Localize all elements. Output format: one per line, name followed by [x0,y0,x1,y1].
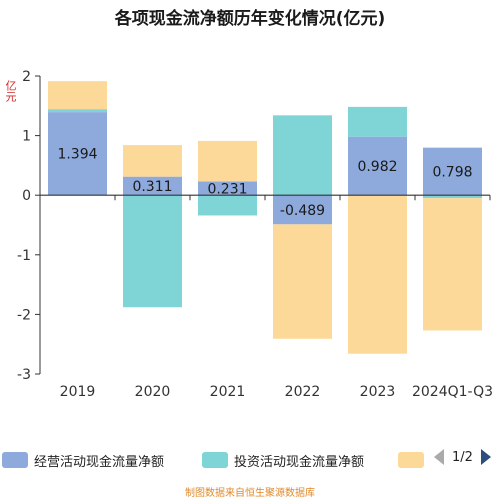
bar-segment-series-1 [123,195,182,308]
bar-segment-series-2 [348,195,407,354]
data-label: 0.982 [357,159,397,175]
legend-page-indicator: 1/2 [452,449,473,465]
legend-prev-icon[interactable] [434,449,444,465]
bar-segment-series-1 [348,106,407,137]
bar-segment-series-1 [273,115,332,196]
legend-swatch-third [398,452,424,468]
legend-item-third[interactable] [398,447,430,473]
x-category-label: 2019 [60,384,96,400]
x-category-label: 2024Q1-Q3 [412,384,493,400]
y-tick-label: 0 [22,188,31,204]
bar-segment-series-2 [273,224,332,339]
legend-item-investing[interactable]: 投资活动现金流量净额 [202,447,364,473]
y-tick-label: -2 [17,307,31,323]
bar-segment-series-0 [123,176,182,196]
y-axis-unit: 亿元 [4,80,17,102]
cash-flow-chart: -3 -2 -1 0 1 2 1.394 0.311 0.231 -0.489 0.982 0.798… [17,69,493,400]
data-source: 制图数据来自恒生聚源数据库 [185,488,315,499]
legend-swatch-operating [2,452,28,468]
y-tick-label: 1 [22,129,31,145]
bar-segment-series-2 [423,198,482,331]
legend-item-operating[interactable]: 经营活动现金流量净额 [2,447,164,473]
data-label: 0.311 [132,179,172,195]
bar-segment-series-1 [423,195,482,199]
y-tick-label: -1 [17,248,31,264]
bar-segment-series-0 [48,112,107,196]
bar-segment-series-1 [198,195,257,216]
bar-segment-series-0 [423,147,482,196]
chart-title: 各项现金流净额历年变化情况(亿元) [114,9,386,29]
bar-segment-series-1 [48,109,107,113]
legend-next-icon[interactable] [480,449,491,465]
legend: 经营活动现金流量净额 投资活动现金流量净额 1/2 [0,447,500,473]
bar-segment-series-0 [273,195,332,225]
bar-segment-series-2 [48,81,107,110]
bar-segment-series-2 [198,140,257,182]
bar-segment-series-0 [198,181,257,196]
data-label: 0.798 [432,164,472,180]
legend-label-investing: 投资活动现金流量净额 [234,454,365,470]
data-label: -0.489 [280,203,325,219]
x-category-label: 2022 [285,384,321,400]
legend-swatch-investing [202,452,228,468]
bar-segment-series-2 [123,145,182,177]
y-tick-label: -3 [17,367,31,383]
bar-segment-series-0 [348,136,407,196]
legend-label-operating: 经营活动现金流量净额 [34,454,165,470]
legend-pager: 1/2 [434,449,491,465]
data-label: 1.394 [57,147,97,163]
y-tick-label: 2 [22,69,31,85]
x-category-label: 2023 [360,384,396,400]
data-label: 0.231 [207,181,247,197]
x-category-label: 2021 [210,384,246,400]
x-category-label: 2020 [135,384,171,400]
